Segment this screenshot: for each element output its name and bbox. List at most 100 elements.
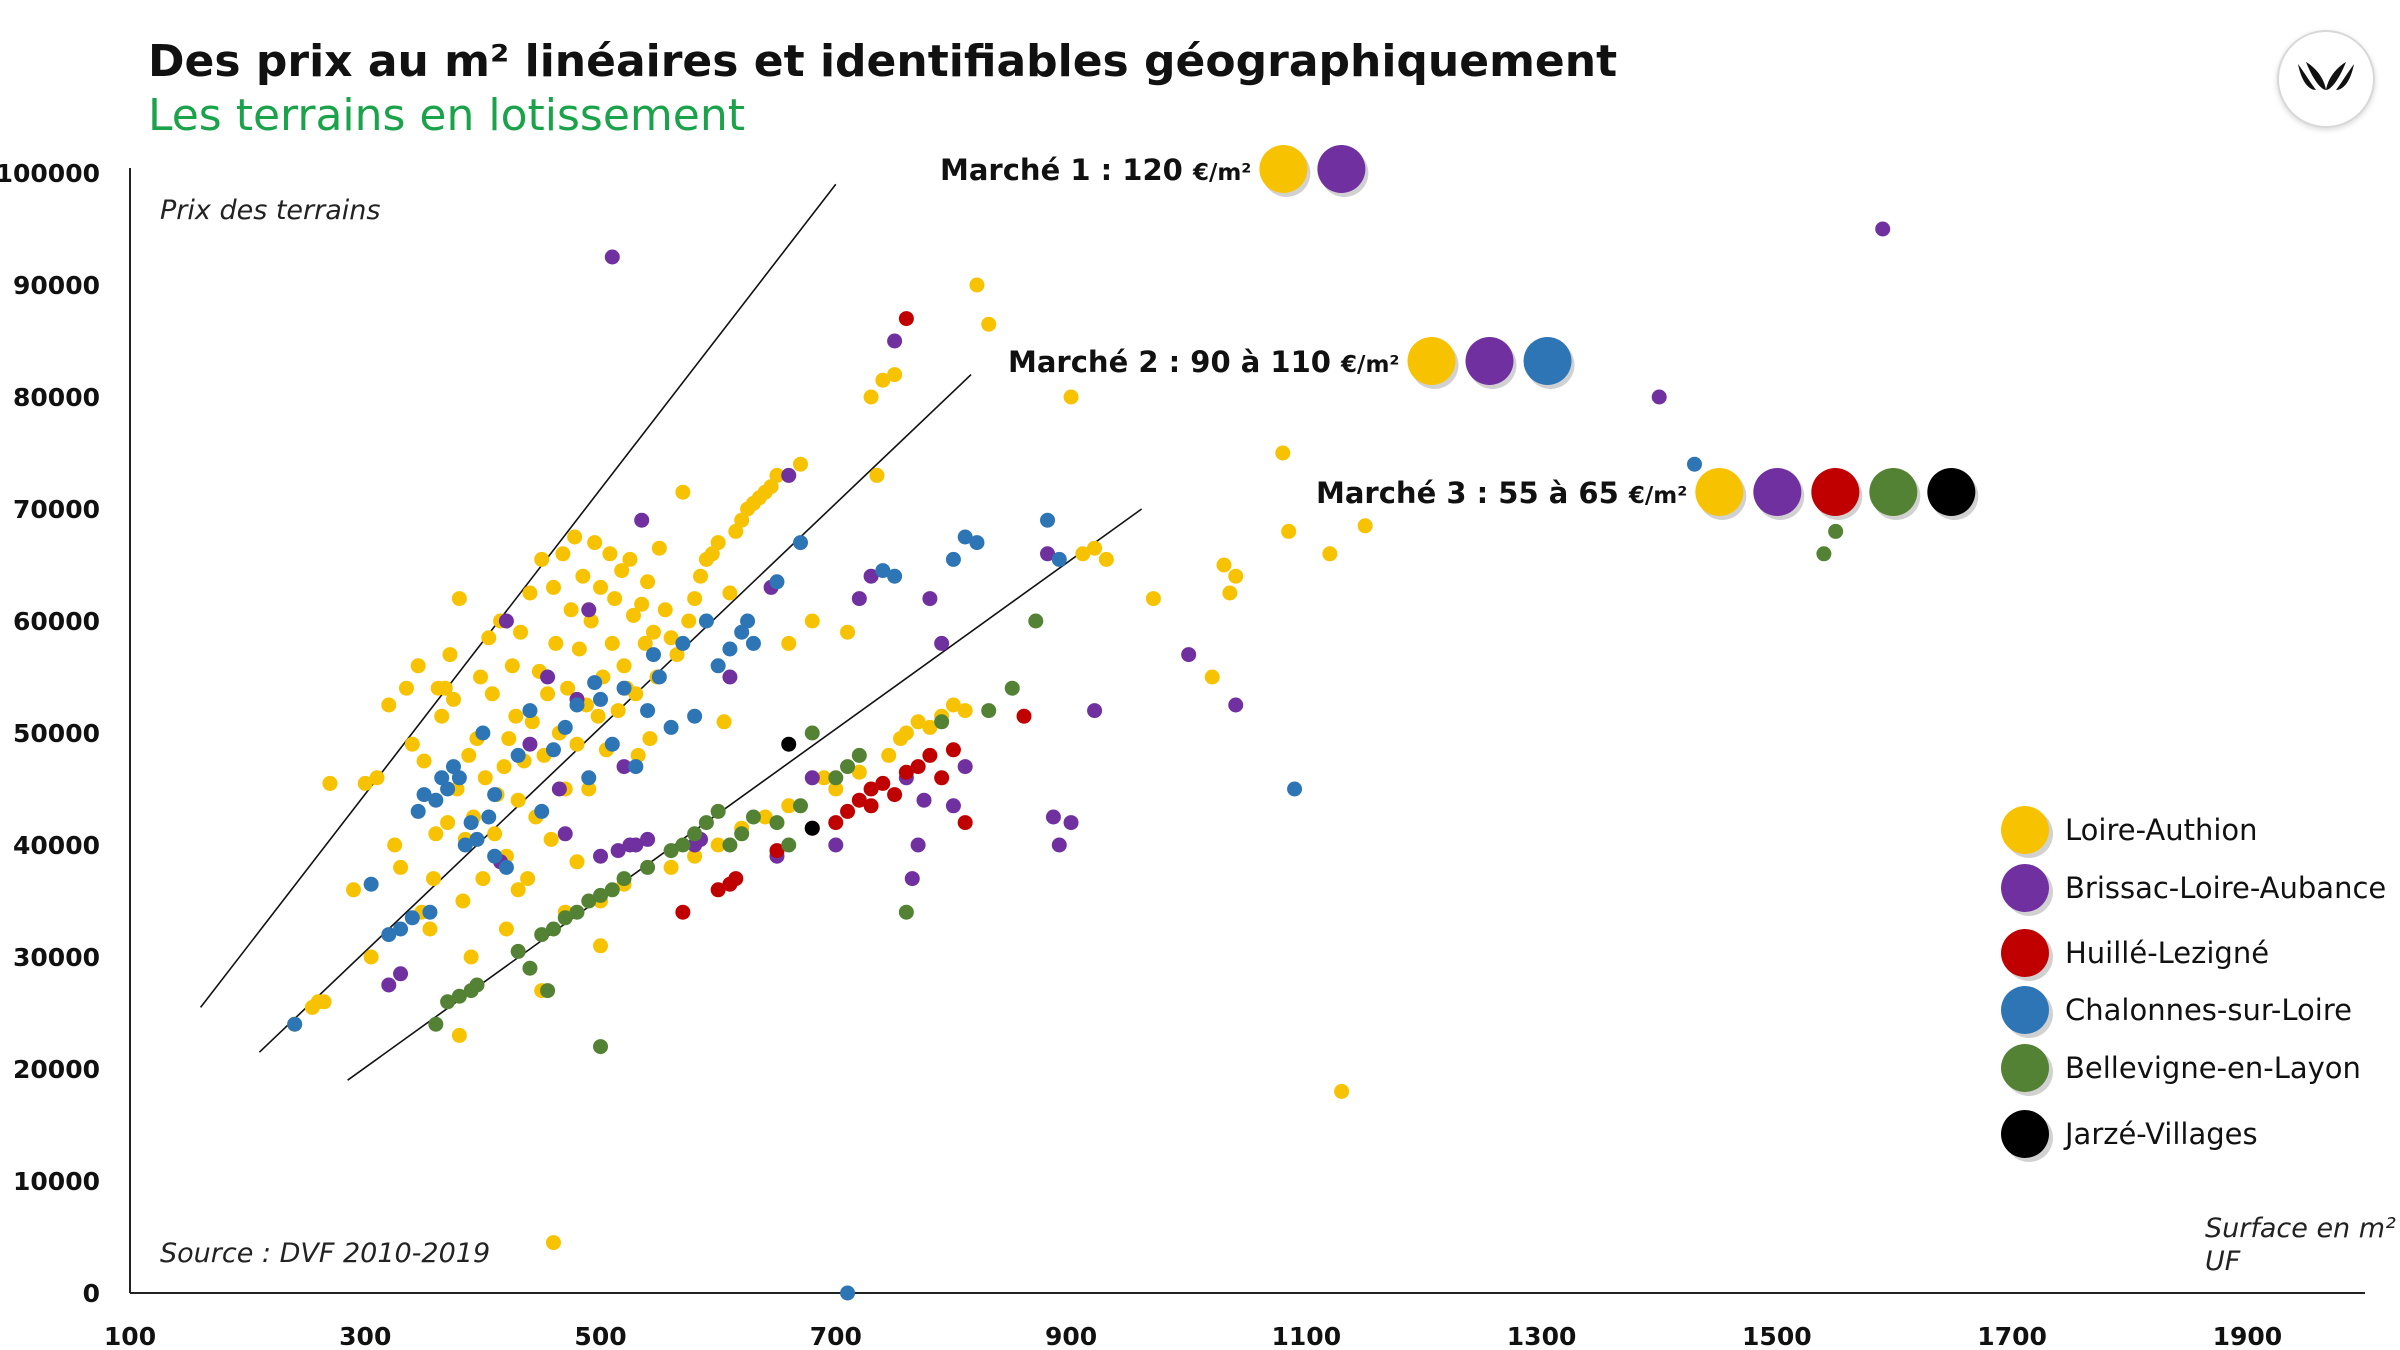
data-point: [663, 719, 679, 735]
data-point: [863, 781, 879, 797]
x-tick-label: 1700: [1977, 1322, 2047, 1350]
data-point: [522, 585, 538, 601]
data-point: [881, 747, 897, 763]
data-point: [569, 904, 585, 920]
data-point: [916, 792, 932, 808]
data-point: [581, 781, 597, 797]
data-point: [404, 736, 420, 752]
market-color-marker: [1523, 337, 1572, 385]
chart-subtitle: Les terrains en lotissement: [148, 90, 745, 141]
data-point: [322, 775, 338, 791]
data-point: [740, 613, 756, 629]
data-point: [1216, 557, 1232, 573]
data-point: [477, 770, 493, 786]
data-point: [663, 843, 679, 859]
data-point: [437, 680, 453, 696]
data-point: [1228, 568, 1244, 584]
data-point: [722, 669, 738, 685]
data-point: [463, 949, 479, 965]
market-color-marker: [1465, 337, 1514, 385]
data-point: [593, 1039, 609, 1055]
data-point: [934, 770, 950, 786]
y-tick-label: 90000: [13, 271, 100, 300]
data-point: [571, 641, 587, 657]
data-point: [563, 602, 579, 618]
data-point: [645, 624, 661, 640]
data-point: [569, 854, 585, 870]
market-color-marker: [1259, 145, 1308, 193]
data-point: [457, 837, 473, 853]
data-point: [428, 826, 444, 842]
x-axis-label-unit: UF: [2205, 1246, 2241, 1277]
data-point: [1357, 518, 1373, 534]
data-point: [1098, 551, 1114, 567]
market-label: Marché 2 : 90 à 110 €/m²: [1008, 345, 1400, 379]
legend-marker: [2001, 806, 2049, 854]
x-tick-label: 1300: [1507, 1322, 1577, 1350]
data-point: [957, 703, 973, 719]
data-point: [804, 820, 820, 836]
data-point: [440, 781, 456, 797]
data-point: [369, 770, 385, 786]
data-point: [675, 904, 691, 920]
data-point: [793, 798, 808, 814]
data-point: [763, 479, 779, 495]
data-point: [393, 921, 409, 937]
data-point: [416, 753, 432, 769]
data-point: [922, 747, 938, 763]
data-point: [346, 882, 361, 898]
y-tick-label: 40000: [13, 831, 100, 860]
market-label: Marché 1 : 120 €/m²: [940, 153, 1251, 187]
data-point: [534, 803, 550, 819]
legend-item: Chalonnes-sur-Loire: [2001, 986, 2352, 1038]
data-point: [898, 904, 914, 920]
data-point: [628, 759, 644, 775]
data-point: [404, 910, 420, 926]
data-point: [381, 927, 397, 943]
y-tick-label: 20000: [13, 1055, 100, 1084]
data-point: [640, 703, 656, 719]
market-color-marker: [1407, 337, 1456, 385]
data-point: [393, 966, 409, 982]
data-point: [583, 613, 599, 629]
data-point: [501, 731, 517, 747]
data-point: [422, 904, 438, 920]
legend-label: Bellevigne-en-Layon: [2065, 1051, 2361, 1085]
data-point: [604, 635, 620, 651]
data-point: [863, 389, 879, 405]
data-point: [945, 798, 961, 814]
data-point: [1287, 781, 1303, 797]
data-point: [1281, 523, 1297, 539]
data-point: [698, 815, 714, 831]
y-axis-label: Prix des terrains: [160, 195, 380, 226]
data-point: [793, 456, 808, 472]
market-annotation: Marché 1 : 120 €/m²: [940, 145, 1369, 197]
data-point: [634, 512, 650, 528]
data-point: [781, 736, 797, 752]
data-point: [616, 658, 632, 674]
data-point: [545, 742, 561, 758]
data-point: [898, 764, 914, 780]
chart-title: Des prix au m² linéaires et identifiable…: [148, 36, 1618, 87]
data-point: [434, 708, 450, 724]
data-point: [545, 1235, 561, 1251]
legend-item: Jarzé-Villages: [2001, 1110, 2258, 1162]
data-point: [607, 591, 623, 607]
data-point: [1145, 591, 1161, 607]
data-point: [728, 871, 744, 887]
data-point: [422, 921, 438, 937]
data-point: [475, 871, 491, 887]
data-point: [1087, 703, 1103, 719]
data-point: [675, 837, 691, 853]
data-point: [381, 697, 397, 713]
data-point: [804, 725, 820, 741]
data-point: [675, 484, 691, 500]
data-point: [828, 837, 844, 853]
y-tick-label: 30000: [13, 943, 100, 972]
data-point: [534, 551, 550, 567]
x-tick-label: 500: [574, 1322, 626, 1350]
data-point: [1063, 815, 1079, 831]
data-point: [828, 770, 844, 786]
data-point: [645, 647, 661, 663]
data-point: [1204, 669, 1220, 685]
